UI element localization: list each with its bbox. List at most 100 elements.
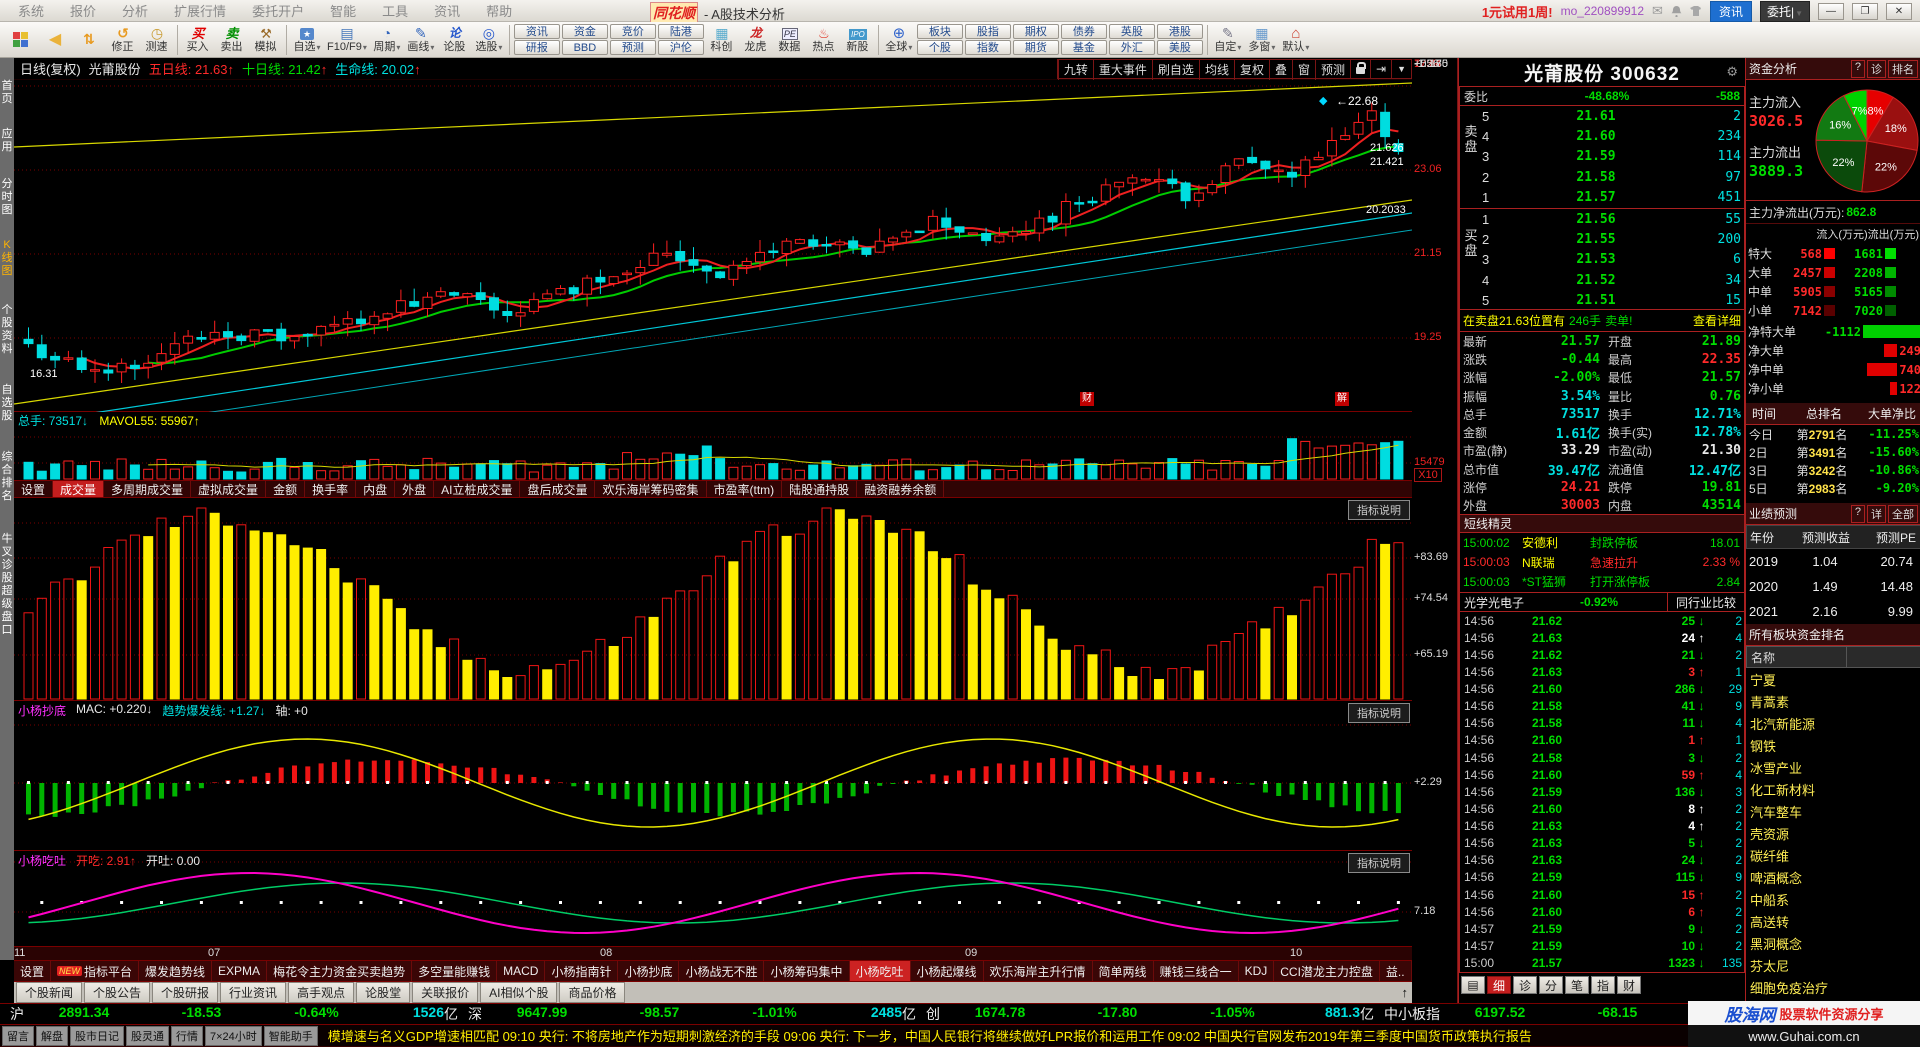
toolbar-text-button[interactable]: 资讯 [513, 24, 560, 39]
menu-item[interactable]: 报价 [70, 4, 97, 19]
tab[interactable]: 设置 [14, 481, 54, 497]
toolbar-button[interactable]: 卖出 [215, 23, 249, 56]
ticker-button[interactable]: 解盘 [36, 1025, 68, 1046]
sidebar-item[interactable]: 分时图 [1, 178, 13, 216]
toolbar-button[interactable]: 周期▾ [370, 23, 404, 56]
buy-row[interactable]: 1 21.56 55 [1482, 211, 1741, 227]
tab[interactable]: 益.. [1380, 961, 1412, 981]
toolbar-text-button[interactable]: 指数 [964, 40, 1011, 55]
unlock-marker[interactable]: 解 [1335, 392, 1349, 406]
toolbar-text-button[interactable]: 资金 [561, 24, 608, 39]
sidebar-item[interactable]: 牛叉诊股 [1, 533, 13, 584]
index-block[interactable]: 沪 2891.34 -18.53 -0.64% 1526 亿 [10, 1004, 458, 1022]
tab[interactable]: 多周期成交量 [104, 481, 192, 497]
menu-item[interactable]: 工具 [382, 4, 409, 19]
global-markets-button[interactable]: 全球▾ [882, 23, 916, 56]
trade-row[interactable]: 14:56 21.63 24 2 [1460, 852, 1744, 869]
toolbar-text-button[interactable]: 期权 [1012, 24, 1059, 39]
sidebar-item[interactable]: 首页 [1, 80, 13, 105]
panel-button[interactable]: 诊 [1867, 59, 1886, 78]
lock-icon[interactable] [1350, 60, 1370, 78]
trade-row[interactable]: 14:56 21.58 41 9 [1460, 698, 1744, 715]
indicator-help-button[interactable]: 指标说明 [1348, 703, 1410, 723]
toolbar-text-button[interactable]: 研报 [513, 40, 560, 55]
menu-item[interactable]: 资讯 [434, 4, 461, 19]
tab[interactable]: 小杨起爆线 [911, 961, 984, 981]
sell-row[interactable]: 3 21.59 114 [1482, 149, 1741, 165]
chart-toolbar-item[interactable]: 窗 [1291, 58, 1315, 80]
chart-period[interactable]: 日线(复权) [20, 62, 81, 77]
tab[interactable]: 成交量 [53, 481, 105, 497]
news-tab[interactable]: 关联报价 [412, 982, 479, 1003]
mini-tab[interactable]: 财 [1617, 976, 1641, 994]
restore-button[interactable]: ❐ [1852, 2, 1878, 20]
buy-row[interactable]: 5 21.51 15 [1482, 293, 1741, 309]
mini-tab[interactable]: 细 [1487, 976, 1511, 994]
tab[interactable]: 小杨指南针 [545, 961, 619, 981]
tab[interactable]: 换手率 [305, 481, 357, 497]
news-tab[interactable]: 商品价格 [559, 982, 626, 1003]
tab[interactable]: 外盘 [395, 481, 435, 497]
toolbar-button[interactable]: 论股 [438, 23, 472, 56]
ticker-button[interactable]: 7×24小时 [205, 1025, 262, 1046]
ticker-button[interactable]: 智能助手 [263, 1025, 318, 1046]
tab[interactable]: AI立桩成交量 [434, 481, 521, 497]
toolbar-text-button[interactable]: 竞价 [609, 24, 656, 39]
sidebar-item[interactable]: 自选股 [1, 384, 13, 422]
tab[interactable]: MACD [497, 961, 546, 981]
toolbar-text-button[interactable]: 预测 [609, 40, 656, 55]
trade-row[interactable]: 14:57 21.59 10 2 [1460, 937, 1744, 954]
toolbar-button[interactable]: 新股 [841, 23, 875, 56]
trade-row[interactable]: 14:56 21.58 11 4 [1460, 715, 1744, 732]
toolbar-text-button[interactable]: 期货 [1012, 40, 1059, 55]
sector-row[interactable]: 宁夏 [1750, 672, 1777, 688]
wizard-row[interactable]: 15:00:02 安德利 封跌停板 18.01 [1463, 535, 1740, 551]
chart-toolbar-item[interactable]: 刷自选 [1151, 58, 1199, 80]
tab[interactable]: 小杨战无不胜 [679, 961, 765, 981]
news-tab[interactable]: 个股研报 [152, 982, 219, 1003]
menu-item[interactable]: 扩展行情 [174, 4, 227, 19]
toolbar-button[interactable]: 热点 [807, 23, 841, 56]
toolbar-text-button[interactable]: 债券 [1060, 24, 1107, 39]
trade-row[interactable]: 14:57 21.59 9 2 [1460, 920, 1744, 937]
panel-button[interactable]: ? [1850, 59, 1865, 78]
trade-row[interactable]: 14:56 21.63 5 2 [1460, 835, 1744, 852]
ticker-button[interactable]: 股灵通 [126, 1025, 169, 1046]
sell-row[interactable]: 2 21.58 97 [1482, 169, 1741, 185]
tab[interactable]: 欢乐海岸主升行情 [984, 961, 1093, 981]
tab[interactable]: 爆发趋势线 [139, 961, 213, 981]
mini-tab[interactable]: 指 [1591, 976, 1615, 994]
trade-row[interactable]: 15:00 21.57 1323 135 [1460, 955, 1744, 972]
trade-row[interactable]: 14:56 21.58 3 2 [1460, 749, 1744, 766]
toolbar-button[interactable]: 测速 [140, 23, 174, 56]
mini-tab[interactable]: 分 [1539, 976, 1563, 994]
toolbar-button[interactable]: 买入 [181, 23, 215, 56]
bell-icon[interactable] [1671, 5, 1682, 17]
chart-toolbar-item[interactable]: 叠 [1268, 58, 1292, 80]
tab[interactable]: 市盈率(ttm) [707, 481, 783, 497]
trade-row[interactable]: 14:56 21.60 6 2 [1460, 903, 1744, 920]
index-block[interactable]: 中小板指 6197.52 -68.15 [1384, 1004, 1638, 1022]
collapse-up-icon[interactable]: ↑ [1401, 985, 1409, 1000]
ticker-button[interactable]: 股市日记 [70, 1025, 124, 1046]
panel-button[interactable]: ? [1850, 504, 1865, 523]
tab[interactable]: NEW 指标平台 [51, 961, 140, 981]
sector-row[interactable]: 啤酒概念 [1750, 870, 1803, 886]
trade-row[interactable]: 14:56 21.62 25 2 [1460, 612, 1744, 629]
news-tab[interactable]: 个股新闻 [16, 982, 83, 1003]
sector-row[interactable]: 黑洞概念 [1750, 936, 1803, 952]
tab[interactable]: 赚钱三线合一 [1154, 961, 1239, 981]
sell-row[interactable]: 1 21.57 451 [1482, 190, 1741, 206]
tab[interactable]: 多空量能赚钱 [412, 961, 498, 981]
tab[interactable]: CCI潜龙主力控盘 [1274, 961, 1380, 981]
wizard-row[interactable]: 15:00:03 *ST猛狮 打开涨停板 2.84 [1463, 574, 1740, 590]
panel-button[interactable]: 全部 [1888, 504, 1918, 523]
toolbar-button[interactable]: 龙虎 [739, 23, 773, 56]
sector-column-header[interactable]: 名称 [1746, 646, 1920, 668]
toolbar-button[interactable] [38, 23, 72, 56]
tab[interactable]: 梅花令主力资金买卖趋势 [267, 961, 413, 981]
tab[interactable]: 小杨抄底 [618, 961, 680, 981]
chart-toolbar-item[interactable]: 九转 [1057, 58, 1093, 80]
menu-item[interactable]: 智能 [330, 4, 357, 19]
tab[interactable]: KDJ [1239, 961, 1275, 981]
